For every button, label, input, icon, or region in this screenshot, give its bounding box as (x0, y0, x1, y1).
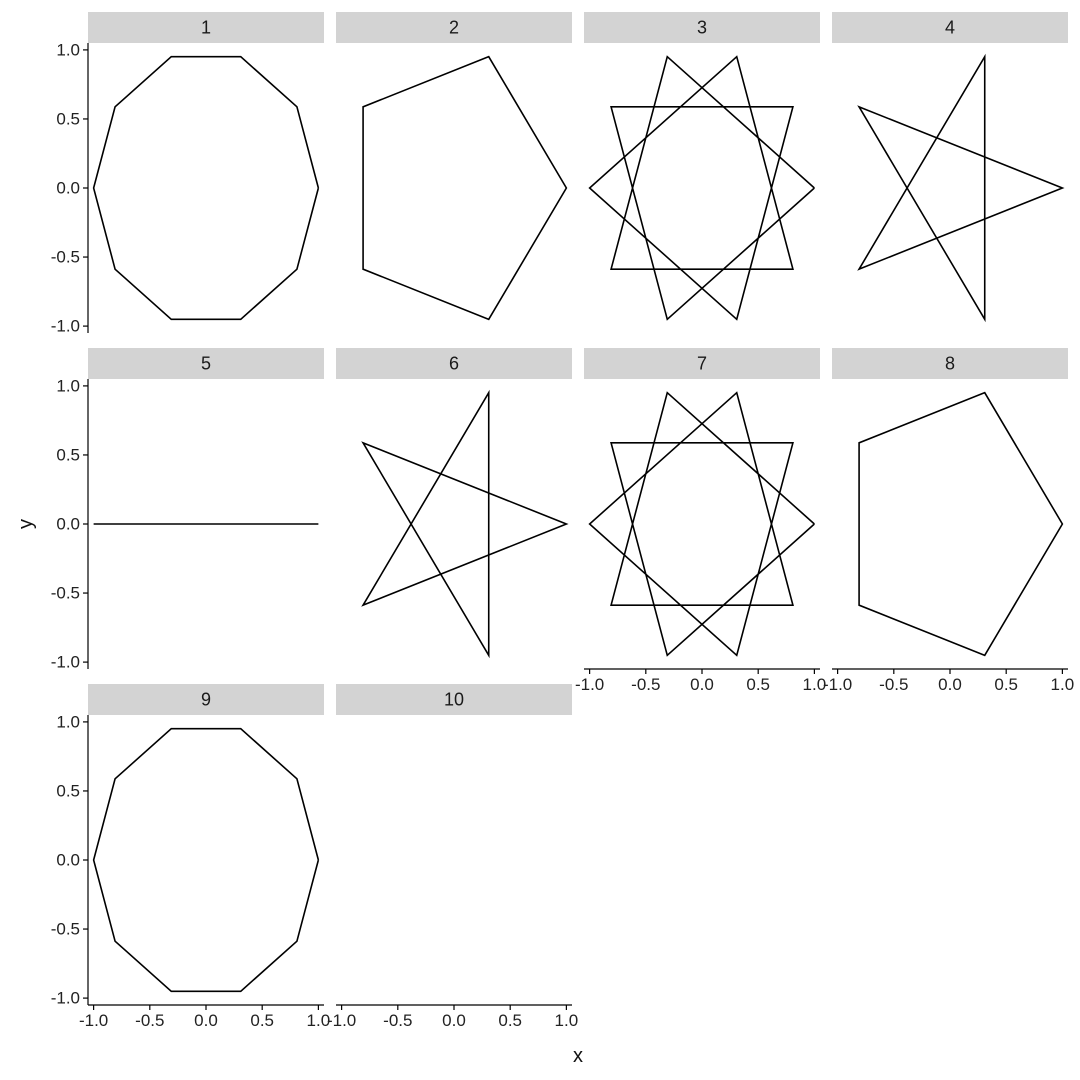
star-polygon-line-3 (588, 55, 815, 321)
x-tick-label: 0.0 (442, 1011, 466, 1030)
y-tick-label: 0.5 (56, 781, 80, 800)
star-polygon-line-4 (857, 53, 1065, 323)
y-tick-label: -1.0 (51, 989, 80, 1008)
x-tick-label: 1.0 (555, 1011, 579, 1030)
y-tick-label: 1.0 (56, 376, 80, 395)
facet-strip-9 (88, 684, 324, 715)
y-tick-label: -0.5 (51, 584, 80, 603)
facet-label-1: 1 (201, 18, 211, 38)
star-polygon-line-7 (588, 391, 815, 657)
facet-label-2: 2 (449, 18, 459, 38)
facet-strip-5 (88, 348, 324, 379)
x-tick-label: -0.5 (383, 1011, 412, 1030)
facet-panel-3: 3 (584, 12, 820, 321)
y-tick-label: 0.5 (56, 445, 80, 464)
x-tick-label: 0.5 (994, 675, 1018, 694)
facet-strip-4 (832, 12, 1068, 43)
x-tick-label: -1.0 (575, 675, 604, 694)
y-tick-label: 1.0 (56, 712, 80, 731)
facet-label-6: 6 (449, 354, 459, 374)
facet-panel-2: 2 (336, 12, 572, 321)
y-tick-label: -1.0 (51, 317, 80, 336)
x-tick-label: 0.5 (498, 1011, 522, 1030)
facet-strip-8 (832, 348, 1068, 379)
facet-label-7: 7 (697, 354, 707, 374)
facet-strip-10 (336, 684, 572, 715)
star-polygon-line-6 (361, 389, 569, 659)
x-tick-label: -0.5 (631, 675, 660, 694)
facet-label-3: 3 (697, 18, 707, 38)
star-polygon-line-9 (92, 727, 320, 993)
facet-label-10: 10 (444, 690, 464, 710)
facet-label-4: 4 (945, 18, 955, 38)
x-tick-label: 0.0 (194, 1011, 218, 1030)
y-tick-label: -0.5 (51, 248, 80, 267)
x-tick-label: -1.0 (79, 1011, 108, 1030)
x-tick-label: 1.0 (1051, 675, 1075, 694)
x-tick-label: 0.0 (938, 675, 962, 694)
x-axis-title: x (573, 1045, 583, 1067)
y-tick-label: 0.0 (56, 515, 80, 534)
facet-label-5: 5 (201, 354, 211, 374)
star-polygon-line-8 (858, 391, 1064, 657)
facet-label-8: 8 (945, 354, 955, 374)
facet-strip-2 (336, 12, 572, 43)
facet-panel-1: 1 -1.0 -0.5 0.0 0.5 1.0 (51, 12, 324, 336)
facet-strip-6 (336, 348, 572, 379)
facet-panel-4: 4 (832, 12, 1068, 323)
star-polygon-line-2 (362, 55, 568, 321)
y-axis-title: y (15, 519, 37, 529)
x-tick-label: 0.5 (746, 675, 770, 694)
facet-panel-8: 8 -1.0 -0.5 0.0 0.5 1.0 (823, 348, 1074, 694)
x-tick-label: -1.0 (327, 1011, 356, 1030)
facet-panel-6: 6 (336, 348, 572, 659)
facet-panel-5: 5 -1.0 -0.5 0.0 0.5 1.0 (51, 348, 324, 672)
facet-panel-10: 10 -1.0 -0.5 0.0 0.5 1.0 (327, 684, 578, 1030)
facet-panel-7: 7 -1.0 -0.5 0.0 0.5 1.0 (575, 348, 826, 694)
facet-label-9: 9 (201, 690, 211, 710)
x-tick-label: 0.0 (690, 675, 714, 694)
y-tick-label: 0.0 (56, 851, 80, 870)
x-tick-label: 0.5 (250, 1011, 274, 1030)
star-polygon-line-1 (92, 55, 320, 321)
facet-panel-9: 9 -1.0 -0.5 0.0 0.5 1.0 -1.0 -0.5 0.0 0.5 1.0 (51, 684, 330, 1030)
facet-strip-1 (88, 12, 324, 43)
y-tick-label: -0.5 (51, 920, 80, 939)
y-tick-label: 0.0 (56, 179, 80, 198)
x-tick-label: 1.0 (307, 1011, 331, 1030)
y-tick-label: 1.0 (56, 40, 80, 59)
x-tick-label: 1.0 (803, 675, 827, 694)
facet-strip-7 (584, 348, 820, 379)
y-tick-label: 0.5 (56, 109, 80, 128)
x-tick-label: -1.0 (823, 675, 852, 694)
facet-strip-3 (584, 12, 820, 43)
x-tick-label: -0.5 (135, 1011, 164, 1030)
x-tick-label: -0.5 (879, 675, 908, 694)
y-tick-label: -1.0 (51, 653, 80, 672)
